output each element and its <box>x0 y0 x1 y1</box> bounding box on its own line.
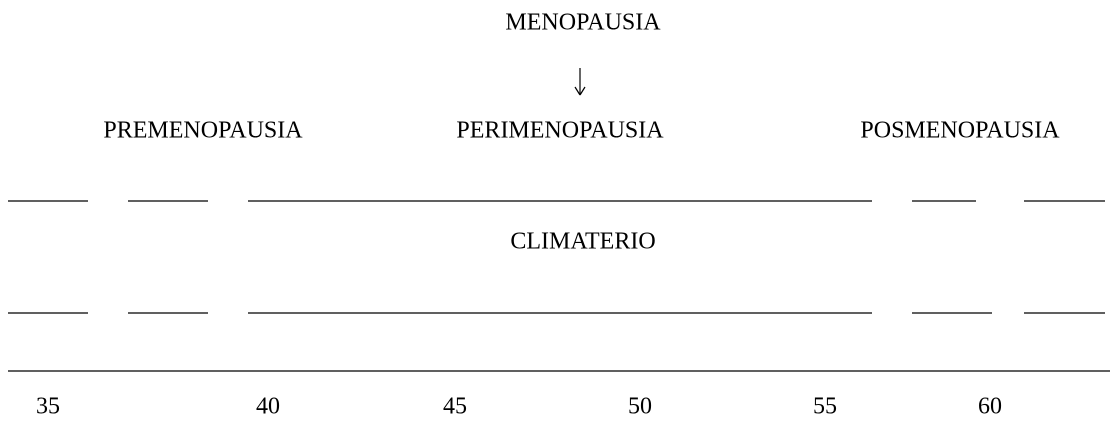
stage-label: PERIMENOPAUSIA <box>456 118 664 144</box>
age-label: 45 <box>443 394 467 420</box>
period-label: CLIMATERIO <box>510 229 655 255</box>
title: MENOPAUSIA <box>505 10 661 36</box>
age-label: 50 <box>628 394 652 420</box>
stage-label: POSMENOPAUSIA <box>860 118 1060 144</box>
stage-label: PREMENOPAUSIA <box>103 118 303 144</box>
age-label: 35 <box>36 394 60 420</box>
age-label: 60 <box>978 394 1002 420</box>
arrow <box>574 68 586 96</box>
age-label: 40 <box>256 394 280 420</box>
age-label: 55 <box>813 394 837 420</box>
